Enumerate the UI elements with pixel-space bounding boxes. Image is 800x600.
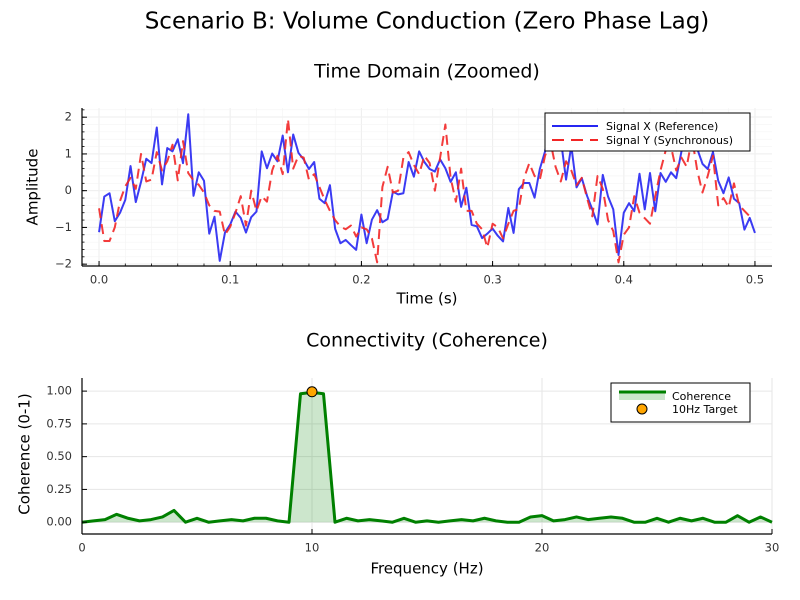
time-domain-series	[98, 113, 756, 264]
coherence-axes	[81, 378, 773, 535]
coherence-line	[81, 390, 773, 524]
time-domain-ytick-label: 1	[65, 146, 72, 160]
coherence-ylabel: Coherence (0-1)	[16, 393, 34, 514]
target-marker-point	[306, 386, 318, 398]
legend-label-signal-x: Signal X (Reference)	[606, 120, 718, 133]
coherence-legend: Coherence 10Hz Target	[610, 382, 751, 423]
legend-swatch-target-marker	[636, 403, 648, 415]
legend-label-target: 10Hz Target	[672, 403, 738, 416]
time-domain-xlabel: Time (s)	[396, 290, 458, 308]
time-domain-title: Time Domain (Zoomed)	[313, 61, 540, 83]
time-domain-xtick-label: 0.0	[90, 273, 108, 287]
legend-swatch-coherence-fill	[619, 392, 665, 400]
time-domain-ytick-label: 2	[65, 110, 72, 124]
time-domain-xtick-label: 0.1	[221, 273, 239, 287]
coherence-legend-box	[610, 382, 751, 423]
time-domain-axes	[81, 108, 772, 267]
time-domain-ylabel: Amplitude	[24, 149, 42, 226]
coherence-ytick-label: 1.00	[46, 384, 72, 398]
coherence-title: Connectivity (Coherence)	[306, 330, 548, 352]
time-domain-legend-box	[544, 112, 751, 152]
time-domain-xtick-label: 0.5	[746, 273, 764, 287]
coherence-ticks: 0 10 20 30 0.00 0.25 0.50 0.75 1.00	[46, 384, 779, 555]
time-domain-xtick-label: 0.3	[483, 273, 501, 287]
time-domain-xtick-label: 0.4	[615, 273, 633, 287]
coherence-series	[81, 386, 773, 524]
time-domain-chart: Time Domain (Zoomed) 0.0 0.1 0.2 0.3 0.4 0.5 −…	[24, 61, 772, 308]
coherence-xtick-label: 0	[78, 541, 85, 555]
coherence-xlabel: Frequency (Hz)	[370, 560, 483, 578]
coherence-xtick-label: 30	[765, 541, 780, 555]
legend-label-signal-y: Signal Y (Synchronous)	[606, 134, 733, 147]
time-domain-ytick-label: −2	[55, 257, 72, 271]
time-domain-xtick-label: 0.2	[352, 273, 370, 287]
time-domain-legend: Signal X (Reference) Signal Y (Synchrono…	[544, 112, 751, 152]
figure-title: Scenario B: Volume Conduction (Zero Phas…	[145, 9, 710, 35]
coherence-ytick-label: 0.25	[46, 482, 72, 496]
signal-y-line	[98, 118, 751, 264]
coherence-ytick-label: 0.75	[46, 416, 72, 430]
coherence-ytick-label: 0.50	[46, 449, 72, 463]
legend-label-coherence: Coherence	[672, 390, 731, 403]
signal-x-line	[98, 113, 756, 262]
time-domain-ytick-label: −1	[55, 220, 72, 234]
coherence-xtick-label: 10	[305, 541, 320, 555]
time-domain-ticks: 0.0 0.1 0.2 0.3 0.4 0.5 −2 −1 0 1 2	[55, 110, 764, 287]
coherence-xtick-label: 20	[535, 541, 550, 555]
coherence-chart: Connectivity (Coherence) 0 10 20 30 0.00 0.25…	[16, 330, 780, 578]
time-domain-ytick-label: 0	[65, 183, 72, 197]
coherence-ytick-label: 0.00	[46, 515, 72, 529]
